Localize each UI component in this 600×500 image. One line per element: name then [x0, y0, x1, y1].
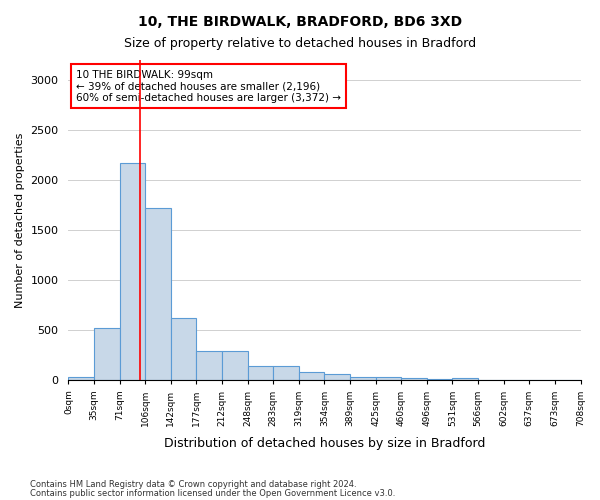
Y-axis label: Number of detached properties: Number of detached properties — [15, 132, 25, 308]
Text: Size of property relative to detached houses in Bradford: Size of property relative to detached ho… — [124, 38, 476, 51]
Text: Contains HM Land Registry data © Crown copyright and database right 2024.: Contains HM Land Registry data © Crown c… — [30, 480, 356, 489]
Text: 10, THE BIRDWALK, BRADFORD, BD6 3XD: 10, THE BIRDWALK, BRADFORD, BD6 3XD — [138, 15, 462, 29]
Bar — [401, 378, 427, 380]
Bar — [376, 378, 401, 380]
Bar — [222, 351, 248, 380]
Bar — [248, 366, 273, 380]
Bar — [145, 208, 171, 380]
Bar — [452, 378, 478, 380]
Text: 10 THE BIRDWALK: 99sqm
← 39% of detached houses are smaller (2,196)
60% of semi-: 10 THE BIRDWALK: 99sqm ← 39% of detached… — [76, 70, 341, 103]
Bar — [325, 374, 350, 380]
Bar — [171, 318, 196, 380]
Bar — [68, 378, 94, 380]
Bar — [273, 366, 299, 380]
Bar — [350, 378, 376, 380]
Bar — [119, 162, 145, 380]
Bar — [94, 328, 119, 380]
X-axis label: Distribution of detached houses by size in Bradford: Distribution of detached houses by size … — [164, 437, 485, 450]
Text: Contains public sector information licensed under the Open Government Licence v3: Contains public sector information licen… — [30, 488, 395, 498]
Bar — [196, 351, 222, 380]
Bar — [299, 372, 325, 380]
